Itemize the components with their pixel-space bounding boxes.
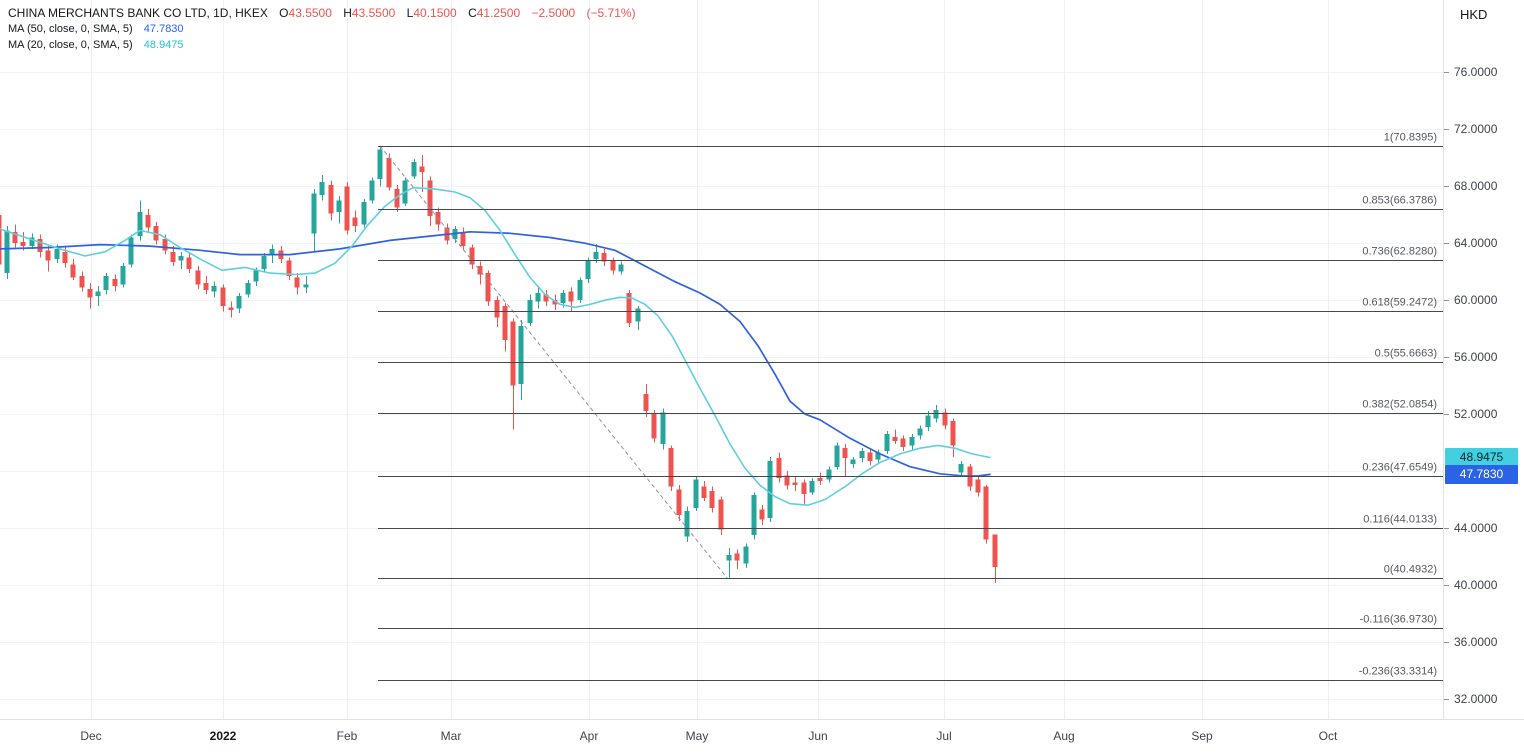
- price-tick-mark: [1444, 414, 1449, 415]
- price-axis[interactable]: HKD 76.0000 72.0000 68.0000 64.0000 60.0000 5…: [1443, 0, 1524, 719]
- fib-label: 0(40.4932): [1384, 564, 1437, 576]
- ma50-line[interactable]: [0, 230, 991, 477]
- price-tick-label: 44.0000: [1454, 521, 1498, 535]
- price-tick-label: 52.0000: [1454, 407, 1498, 421]
- fib-label: 0.116(44.0133): [1363, 514, 1437, 526]
- price-tick-label: 76.0000: [1454, 65, 1498, 79]
- price-tick-mark: [1444, 129, 1449, 130]
- month-label-sep: Sep: [1191, 729, 1213, 743]
- fib-label: 0.236(47.6549): [1362, 462, 1437, 474]
- ma50-value: 47.7830: [143, 23, 184, 35]
- ma50-price-label: 47.7830: [1445, 465, 1518, 484]
- high-label: H: [343, 6, 352, 20]
- legend-ma50-row[interactable]: MA (50, close, 0, SMA, 5) 47.7830: [8, 22, 636, 37]
- change-percent: (−5.71%): [586, 6, 636, 20]
- price-tick-label: 64.0000: [1454, 236, 1498, 250]
- price-tick-mark: [1444, 642, 1449, 643]
- ma20-line[interactable]: [0, 186, 991, 507]
- price-tick-mark: [1444, 357, 1449, 358]
- fib-label: 0.618(59.2472): [1362, 297, 1437, 309]
- price-tick-label: 56.0000: [1454, 350, 1498, 364]
- price-tick-mark: [1444, 585, 1449, 586]
- price-chart-pane[interactable]: 1(70.8395) 0.853(66.3786) 0.736(62.8280) 0.…: [0, 0, 1443, 719]
- time-axis[interactable]: Dec 2022 Feb Mar Apr May Jun Jul Aug Sep Oct: [0, 719, 1524, 753]
- month-label-oct: Oct: [1318, 729, 1338, 743]
- low-label: L: [406, 6, 414, 20]
- candlestick-series[interactable]: [0, 145, 998, 583]
- fib-label: 0.736(62.8280): [1362, 246, 1437, 258]
- fib-label: -0.236(33.3314): [1359, 666, 1437, 678]
- ma20-price-label: 48.9475: [1445, 448, 1518, 467]
- close-value: 41.2500: [476, 6, 521, 20]
- fib-label: -0.116(36.9730): [1360, 614, 1437, 626]
- price-tick-mark: [1444, 72, 1449, 73]
- fib-retracement-drawing[interactable]: 1(70.8395) 0.853(66.3786) 0.736(62.8280) 0.…: [378, 132, 1443, 681]
- price-tick-label: 32.0000: [1454, 692, 1498, 706]
- month-label-dec: Dec: [80, 729, 102, 743]
- legend-ma20-row[interactable]: MA (20, close, 0, SMA, 5) 48.9475: [8, 38, 636, 53]
- price-tick-label: 72.0000: [1454, 122, 1498, 136]
- month-label-jul: Jul: [936, 729, 952, 743]
- price-tick-mark: [1444, 243, 1449, 244]
- open-value: 43.5500: [288, 6, 332, 20]
- month-label-mar: Mar: [440, 729, 462, 743]
- high-value: 43.5500: [351, 6, 396, 20]
- fib-label: 0.853(66.3786): [1362, 195, 1437, 207]
- legend-symbol-row[interactable]: CHINA MERCHANTS BANK CO LTD, 1D, HKEX O4…: [8, 5, 636, 21]
- change-value: −2.5000: [531, 6, 576, 20]
- close-label: C: [468, 6, 477, 20]
- price-tick-label: 40.0000: [1454, 578, 1498, 592]
- price-tick-mark: [1444, 300, 1449, 301]
- price-tick-mark: [1444, 186, 1449, 187]
- legend: CHINA MERCHANTS BANK CO LTD, 1D, HKEX O4…: [8, 5, 636, 54]
- fib-trend-line[interactable]: [379, 145, 728, 579]
- month-label-aug: Aug: [1053, 729, 1075, 743]
- month-label-2022: 2022: [209, 729, 237, 743]
- month-label-jun: Jun: [808, 729, 828, 743]
- ma20-label: MA (20, close, 0, SMA, 5): [8, 39, 133, 51]
- month-label-feb: Feb: [336, 729, 358, 743]
- fib-label: 0.5(55.6663): [1375, 348, 1437, 360]
- low-value: 40.1500: [413, 6, 457, 20]
- price-tick-label: 36.0000: [1454, 635, 1498, 649]
- open-label: O: [279, 6, 289, 20]
- price-tick-label: 68.0000: [1454, 179, 1498, 193]
- price-tick-mark: [1444, 699, 1449, 700]
- ma50-label: MA (50, close, 0, SMA, 5): [8, 23, 133, 35]
- month-label-apr: Apr: [579, 729, 599, 743]
- price-tick-mark: [1444, 528, 1449, 529]
- grid: [0, 0, 1443, 719]
- fib-label: 1(70.8395): [1384, 132, 1437, 144]
- symbol-title: CHINA MERCHANTS BANK CO LTD, 1D, HKEX: [8, 6, 268, 20]
- fib-label: 0.382(52.0854): [1362, 399, 1437, 411]
- currency-label: HKD: [1460, 7, 1488, 22]
- ma20-value: 48.9475: [143, 39, 184, 51]
- chart-canvas[interactable]: 1(70.8395) 0.853(66.3786) 0.736(62.8280) 0.…: [0, 0, 1443, 719]
- month-label-may: May: [685, 729, 709, 743]
- price-tick-label: 60.0000: [1454, 293, 1498, 307]
